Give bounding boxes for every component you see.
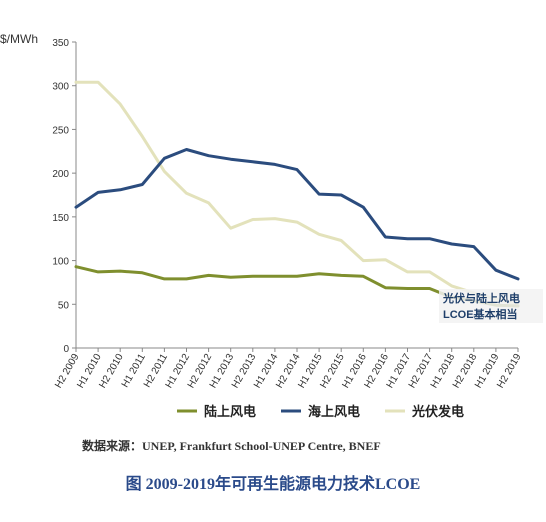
y-tick-label: 350 [52, 38, 69, 49]
series-line-1 [76, 150, 518, 279]
chart-annotation: 光伏与陆上风电 LCOE基本相当 [439, 289, 543, 323]
y-tick-label: 250 [52, 125, 69, 136]
legend-label: 海上风电 [308, 404, 360, 419]
figure-caption: 图 2009-2019年可再生能源电力技术LCOE [126, 474, 421, 493]
series-line-2 [76, 82, 518, 304]
annotation-line-2: LCOE基本相当 [443, 307, 518, 321]
annotation-line-1: 光伏与陆上风电 [442, 291, 520, 305]
y-tick-label: 150 [52, 213, 69, 224]
legend: 陆上风电 海上风电 光伏发电 [177, 404, 464, 419]
y-tick-label: 200 [52, 169, 69, 180]
legend-label: 陆上风电 [204, 404, 256, 419]
y-tick-label: 0 [63, 344, 69, 355]
y-tick-label: 100 [52, 257, 69, 268]
source-note: 数据来源：UNEP, Frankfurt School-UNEP Centre,… [82, 438, 381, 453]
y-tick-label: 50 [58, 300, 70, 311]
y-axis-label: $/MWh [0, 32, 38, 46]
y-tick-label: 300 [52, 82, 69, 93]
legend-label: 光伏发电 [411, 404, 464, 419]
